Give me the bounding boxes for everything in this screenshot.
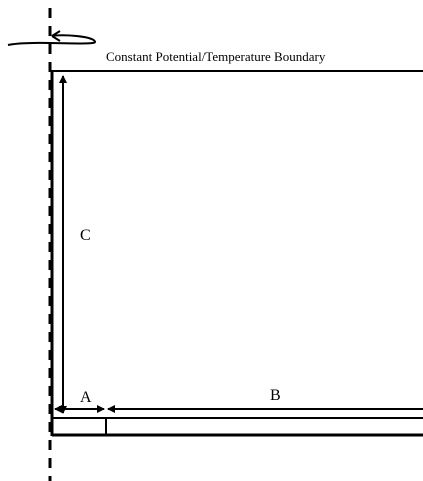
- rotation-arrow: [7, 34, 97, 46]
- rotation-arrowhead: [51, 30, 61, 42]
- dimension-label: A: [80, 389, 92, 406]
- boundary-label: Constant Potential/Temperature Boundary: [106, 49, 326, 64]
- dimension-label: C: [80, 227, 91, 244]
- dimension-label: B: [270, 387, 281, 404]
